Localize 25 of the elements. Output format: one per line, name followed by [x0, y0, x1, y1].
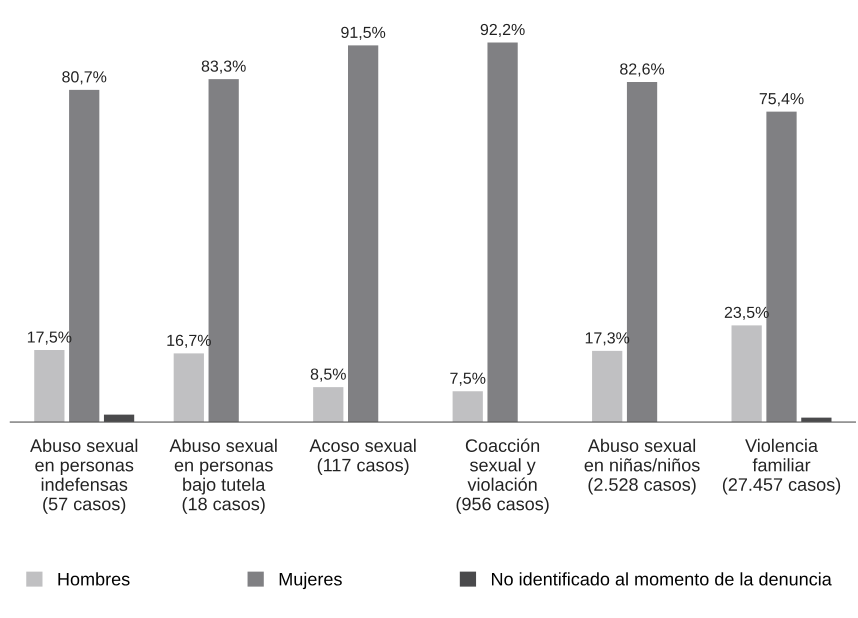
- data-label: 92,2%: [480, 24, 525, 38]
- x-tick-label: Abuso sexual en personas indefensas (57 casos): [30, 438, 138, 514]
- bar: [174, 353, 204, 422]
- bar: [348, 45, 378, 422]
- data-label: 80,7%: [62, 71, 106, 84]
- data-label: 91,5%: [341, 26, 386, 40]
- x-tick-label: Acoso sexual (117 casos): [309, 438, 416, 476]
- bar: [313, 387, 344, 422]
- x-tick-label: Coacción sexual y violación (956 casos): [456, 438, 549, 514]
- legend-label: Hombres: [58, 572, 130, 586]
- bar: [487, 42, 518, 422]
- legend-label: No identificado al momento de la denuncia: [492, 572, 832, 586]
- bar: [732, 325, 762, 422]
- x-tick-label: Abuso sexual en niñas/niños (2.528 casos): [584, 438, 700, 494]
- bar: [34, 350, 64, 422]
- x-tick-label: Abuso sexual en personas bajo tutela (18 casos): [170, 438, 277, 514]
- x-tick-label: Violencia familiar (27.457 casos): [722, 438, 840, 494]
- data-label: 75,4%: [760, 93, 804, 106]
- data-label: 83,3%: [202, 60, 246, 74]
- data-label: 7,5%: [450, 372, 486, 386]
- bar: [452, 391, 483, 422]
- data-label: 82,6%: [620, 63, 664, 77]
- bar: [592, 350, 622, 422]
- legend-label: Mujeres: [280, 572, 342, 590]
- data-label: 8,5%: [310, 368, 346, 382]
